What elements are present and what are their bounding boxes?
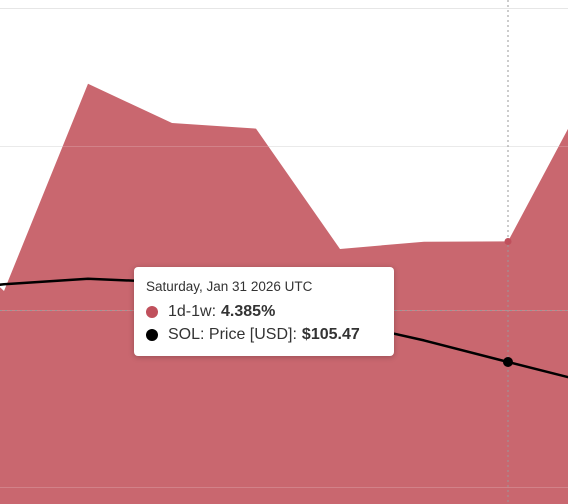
hover-markers [503,237,513,367]
tooltip-series-value: 4.385% [221,303,276,320]
tooltip-row-1d-1w: 1d-1w: 4.385% [146,300,382,323]
tooltip-series-name: SOL: Price [USD]: [168,326,297,343]
tooltip-row-sol-price: SOL: Price [USD]: $105.47 [146,323,382,346]
area-hover-marker [504,237,512,245]
series-color-dot [146,328,158,341]
series-color-dot [146,305,158,318]
tooltip-series-value: $105.47 [301,326,360,343]
tooltip-series-name: 1d-1w: [168,303,217,320]
chart-tooltip: Saturday, Jan 31 2026 UTC 1d-1w: 4.385% … [134,267,394,356]
tooltip-date: Saturday, Jan 31 2026 UTC [146,279,313,294]
line-hover-marker [503,357,513,367]
